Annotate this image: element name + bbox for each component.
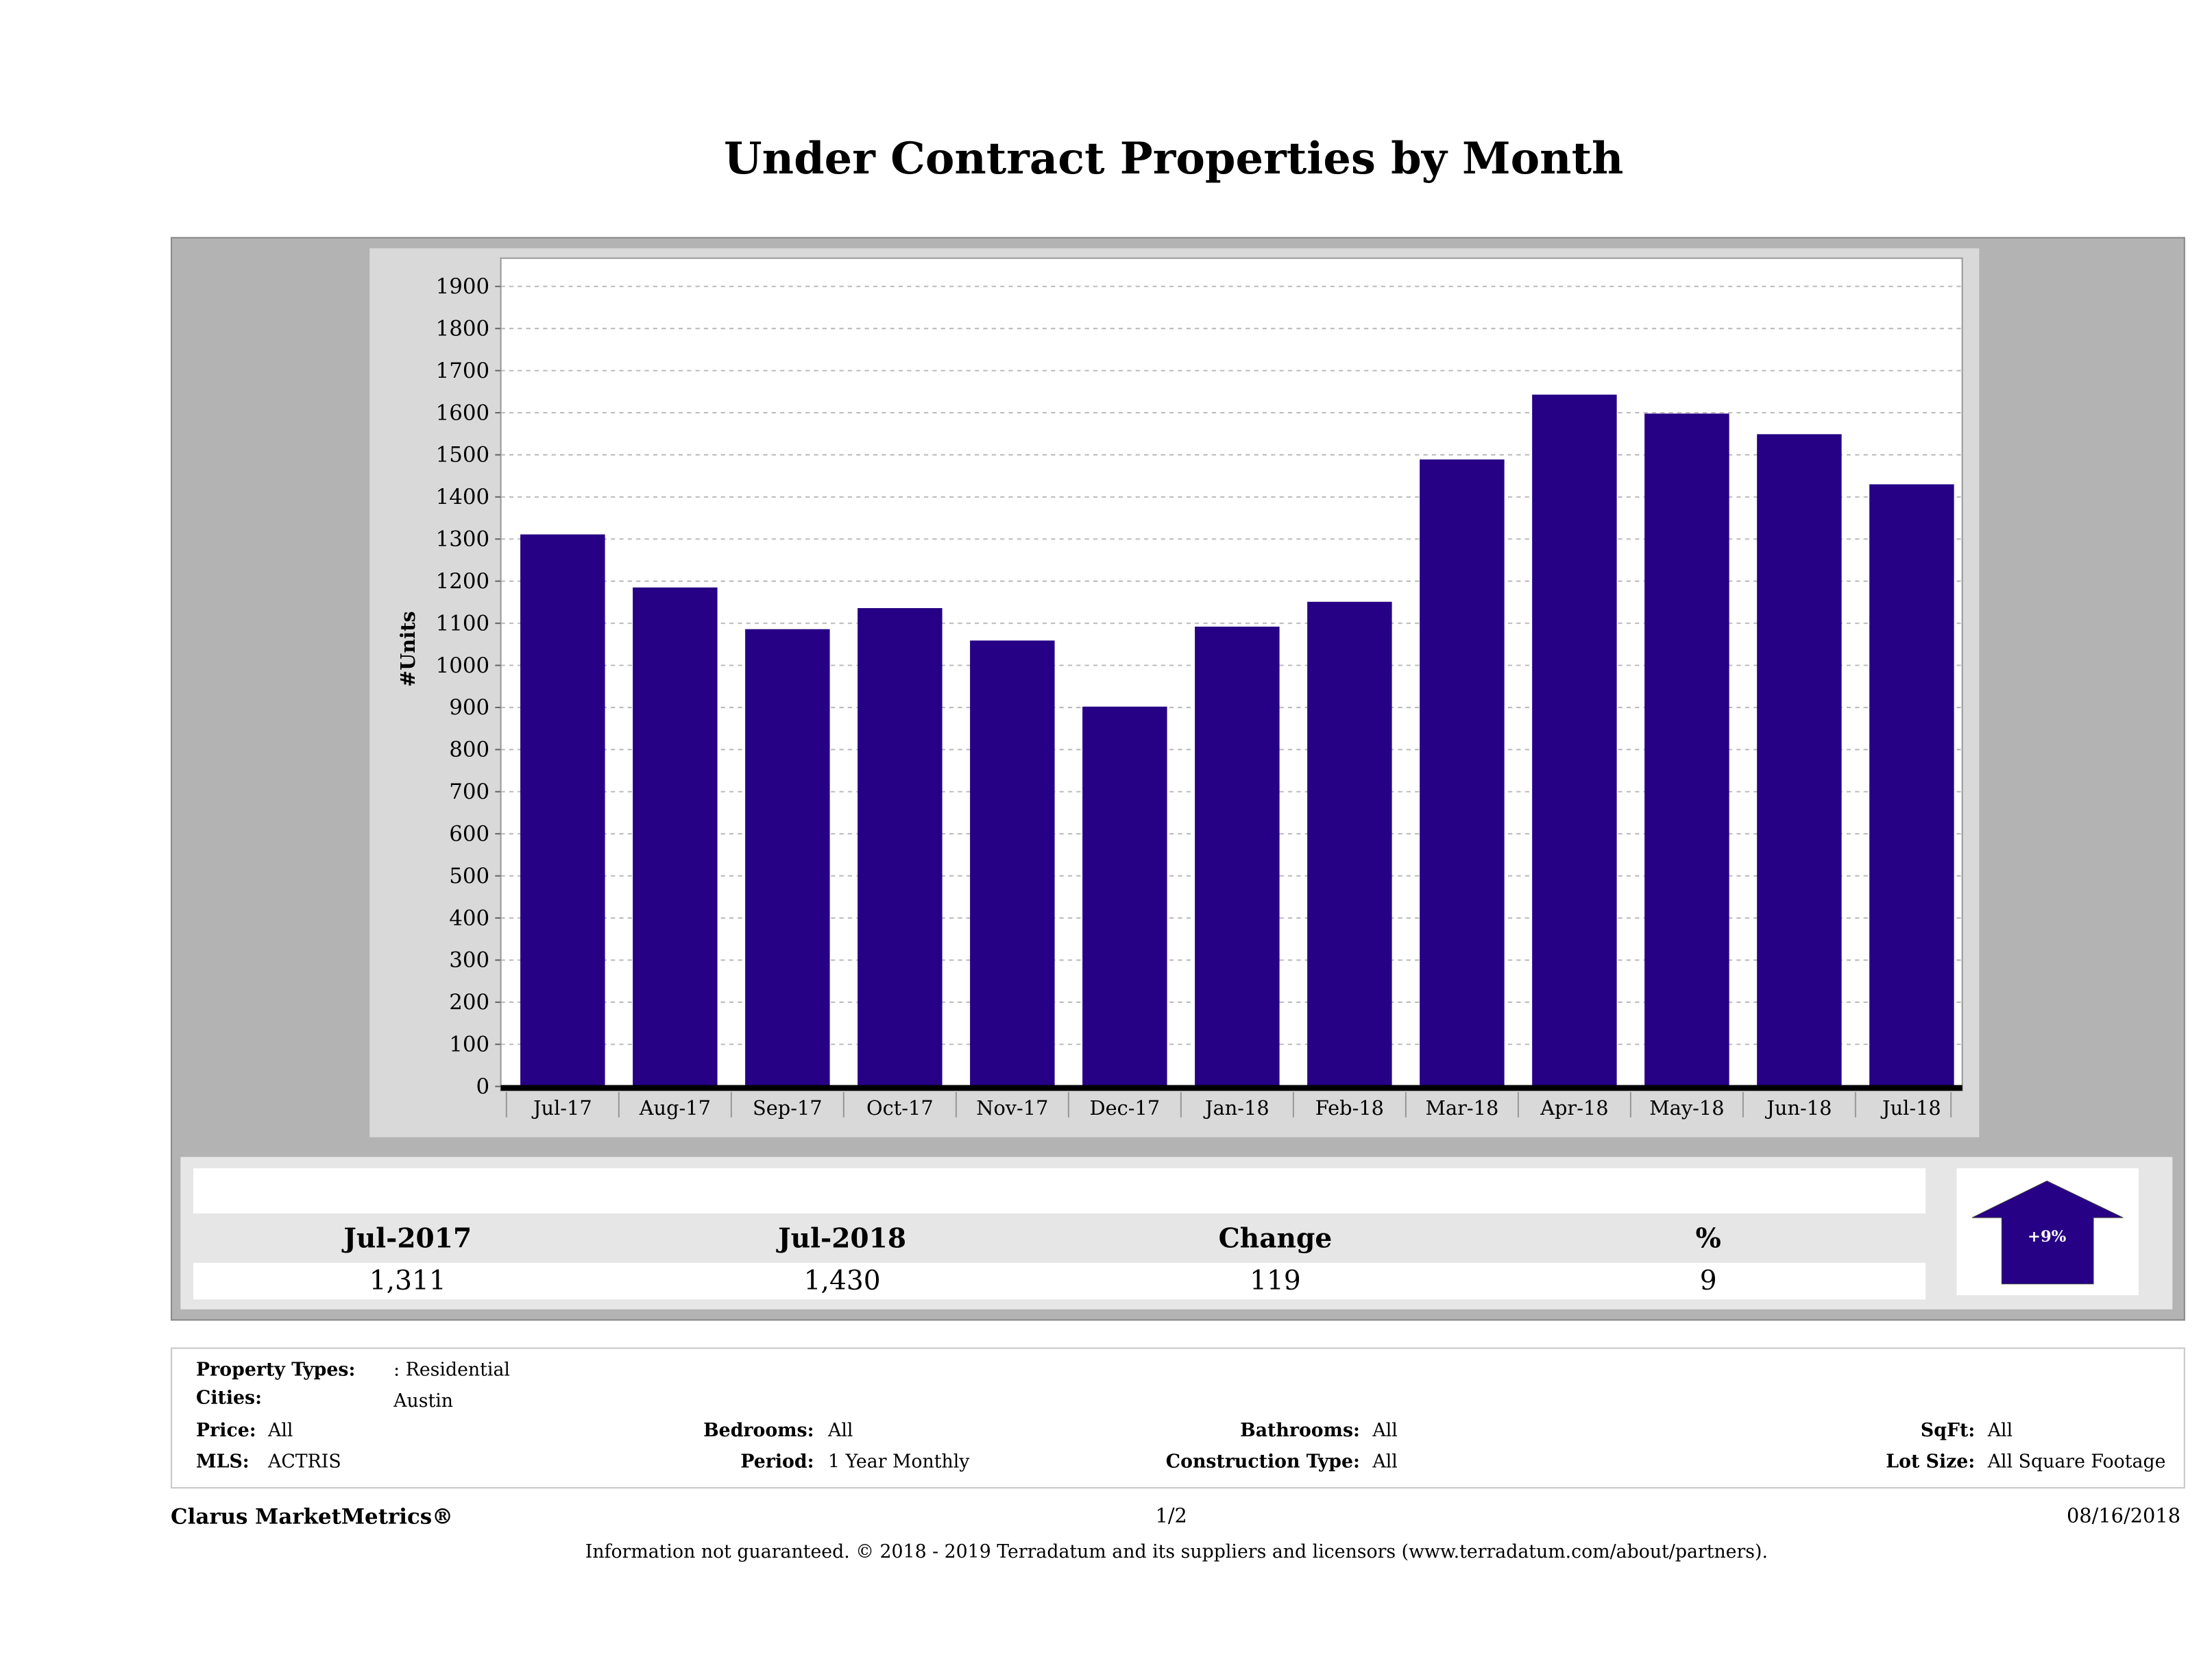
cities-label: Cities: [196, 1388, 263, 1410]
y-tick-label: 600 [449, 821, 489, 846]
filters-panel: Property Types: : Residential Cities: Au… [171, 1347, 2185, 1489]
x-tick-label: Jul-17 [531, 1096, 592, 1120]
price-label: Price: [196, 1421, 256, 1442]
y-tick-label: 1600 [436, 400, 490, 425]
y-tick-label: 1200 [436, 569, 490, 594]
value-percent: 9 [1699, 1266, 1717, 1297]
arrow-up-icon: +9% [1971, 1180, 2124, 1285]
y-tick-label: 1700 [436, 359, 490, 383]
x-tick-label: Mar-18 [1425, 1096, 1498, 1120]
x-tick-label: Sep-17 [753, 1096, 823, 1120]
value-jul-2018: 1,430 [803, 1266, 881, 1297]
bar-dec-17 [1082, 706, 1167, 1087]
y-tick-label: 1100 [436, 611, 490, 636]
x-tick-label: Nov-17 [976, 1096, 1048, 1120]
value-jul-2017: 1,311 [369, 1266, 446, 1297]
header-jul-2018: Jul-2018 [778, 1223, 907, 1255]
y-tick-label: 400 [449, 906, 489, 930]
bathrooms-label: Bathrooms: [1240, 1421, 1360, 1442]
bar-chart: 0 100 200 300 400 500 600 700 800 900 1000 1100 1200… [396, 257, 1963, 1120]
summary-panel: Jul-2017 Jul-2018 Change % 1,311 1,430 1… [180, 1157, 2173, 1309]
page-number: 1/2 [1155, 1505, 1187, 1528]
period-value: 1 Year Monthly [828, 1451, 970, 1473]
lot-size-value: All Square Footage [1987, 1451, 2166, 1473]
y-tick-label: 800 [449, 738, 489, 762]
x-tick-label: Aug-17 [639, 1096, 711, 1120]
header-percent: % [1695, 1223, 1721, 1255]
x-tick-label: Oct-17 [866, 1096, 934, 1120]
bar-sep-17 [745, 629, 830, 1087]
y-tick-label: 1400 [436, 485, 490, 509]
header-change: Change [1218, 1223, 1333, 1255]
x-tick-label: Dec-17 [1090, 1096, 1160, 1120]
bar-may-18 [1644, 413, 1729, 1087]
x-tick-label: Jul-18 [1880, 1096, 1941, 1120]
bedrooms-label: Bedrooms: [703, 1421, 814, 1442]
x-tick-label: May-18 [1649, 1096, 1724, 1120]
construction-value: All [1372, 1451, 1398, 1473]
bar-mar-18 [1420, 459, 1505, 1087]
change-badge: +9% [1956, 1168, 2139, 1296]
y-tick-label: 700 [449, 780, 489, 804]
y-tick-label: 500 [449, 864, 489, 889]
bar-jan-18 [1195, 627, 1280, 1087]
mls-label: MLS: [196, 1451, 250, 1473]
y-tick-label: 100 [449, 1032, 489, 1057]
lot-size-label: Lot Size: [1886, 1451, 1976, 1473]
y-tick-label: 1800 [436, 316, 490, 341]
bedrooms-value: All [828, 1421, 853, 1442]
bar-nov-17 [970, 640, 1055, 1087]
y-tick-label: 900 [449, 695, 489, 720]
property-types-value: : Residential [393, 1360, 510, 1381]
mls-value: ACTRIS [268, 1451, 341, 1473]
bar-jun-18 [1757, 434, 1842, 1087]
y-tick-label: 1900 [436, 274, 490, 299]
x-tick-label: Jan-18 [1203, 1096, 1269, 1120]
report-date: 08/16/2018 [2066, 1505, 2181, 1528]
y-tick-label: 200 [449, 990, 489, 1015]
value-change: 119 [1250, 1266, 1301, 1297]
y-tick-label: 1500 [436, 443, 490, 468]
summary-value-row: 1,311 1,430 119 9 [193, 1262, 1926, 1300]
bar-jul-17 [520, 534, 605, 1087]
bar-aug-17 [633, 587, 718, 1087]
summary-header-row: Jul-2017 Jul-2018 Change % [193, 1216, 1925, 1260]
badge-text: +9% [2028, 1228, 2066, 1246]
y-tick-label: 0 [476, 1074, 489, 1099]
page-title: Under Contract Properties by Month [724, 134, 1624, 185]
sqft-label: SqFt: [1920, 1421, 1976, 1442]
brand: Clarus MarketMetrics® [171, 1503, 454, 1530]
header-jul-2017: Jul-2017 [343, 1223, 472, 1255]
bar-oct-17 [858, 607, 943, 1087]
bar-feb-18 [1307, 601, 1392, 1087]
x-tick-label: Feb-18 [1315, 1096, 1384, 1120]
x-tick-label: Apr-18 [1540, 1096, 1608, 1120]
period-label: Period: [740, 1451, 814, 1473]
property-types-label: Property Types: [196, 1360, 356, 1381]
disclaimer: Information not guaranteed. © 2018 - 201… [585, 1542, 1768, 1564]
bar-apr-18 [1532, 394, 1617, 1087]
y-tick-label: 300 [449, 948, 489, 973]
sqft-value: All [1987, 1421, 2013, 1442]
bar-jul-18 [1869, 484, 1954, 1087]
x-tick-label: Jun-18 [1764, 1096, 1832, 1120]
y-tick-label: 1300 [436, 527, 490, 552]
y-axis-label: #Units [396, 611, 420, 687]
price-value: All [268, 1421, 293, 1442]
cities-value: Austin [393, 1391, 454, 1413]
bathrooms-value: All [1372, 1421, 1398, 1442]
construction-label: Construction Type: [1165, 1451, 1360, 1473]
y-tick-label: 1000 [436, 653, 490, 678]
summary-blank-row [193, 1168, 1926, 1213]
